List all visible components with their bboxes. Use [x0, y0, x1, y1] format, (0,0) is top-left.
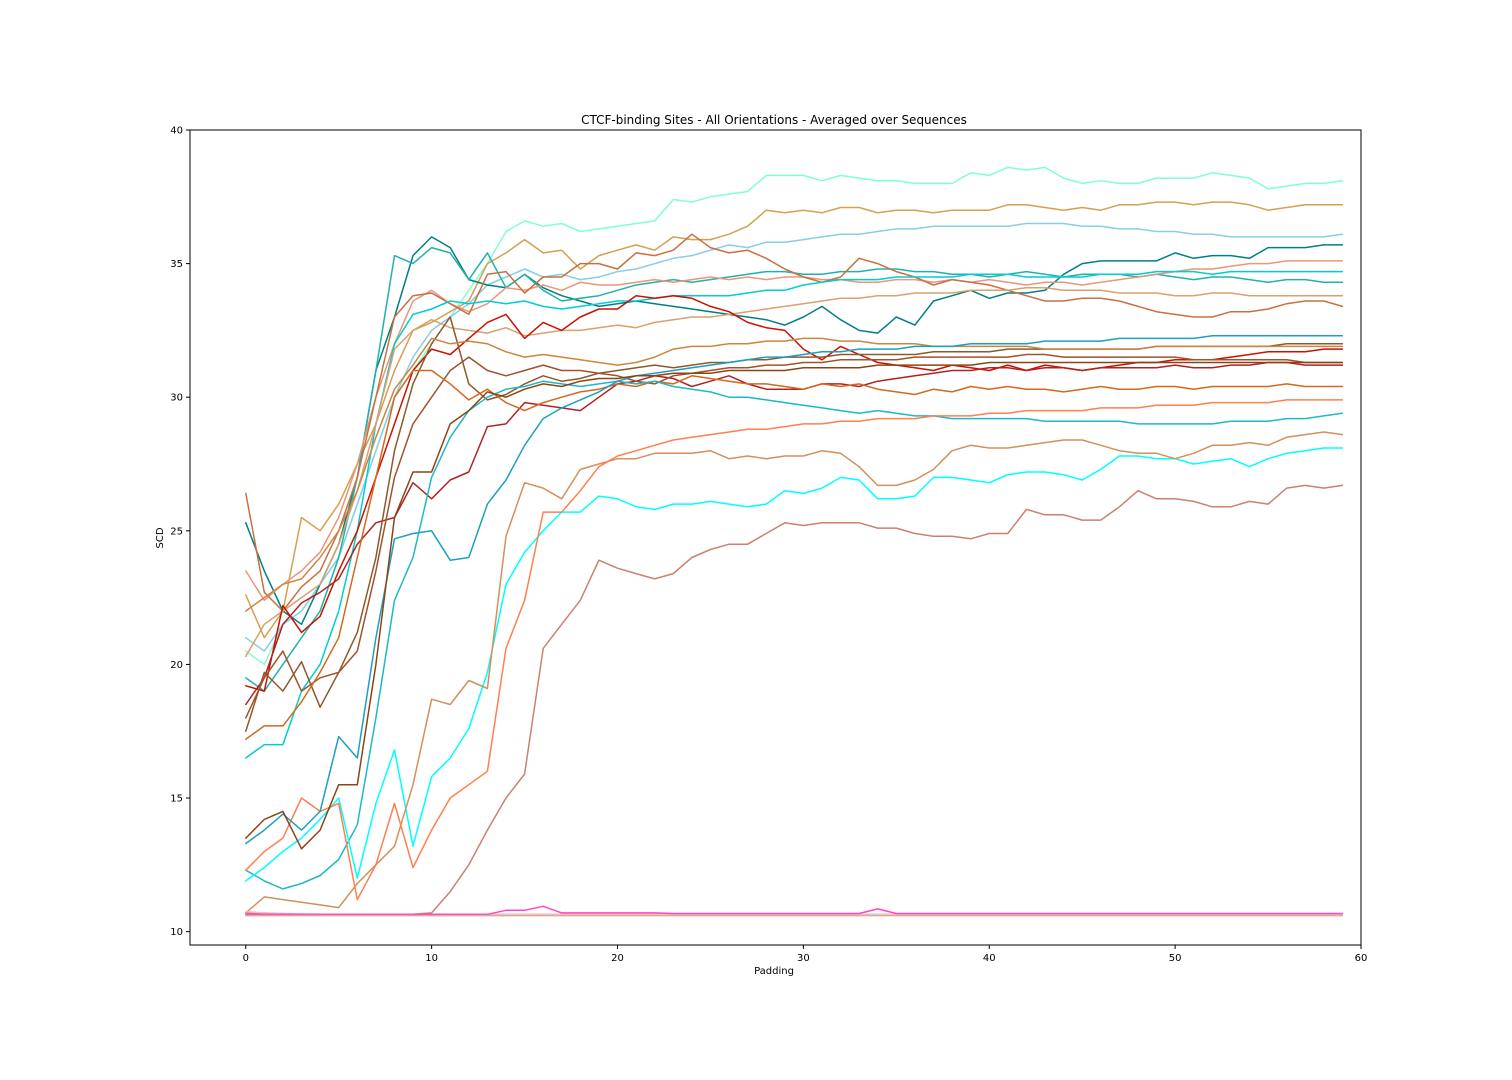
y-tick-label: 20: [170, 660, 183, 671]
x-tick-label: 20: [611, 953, 624, 964]
x-tick-label: 50: [1169, 953, 1182, 964]
x-axis-label: Padding: [754, 966, 794, 977]
y-axis-label: SCD: [155, 527, 166, 548]
series-line-10: [245, 294, 1344, 692]
chart-title: CTCF-binding Sites - All Orientations - …: [581, 113, 967, 127]
series-line-13: [245, 353, 1344, 719]
series-line-1: [245, 166, 1344, 666]
series-line-2: [245, 201, 1344, 639]
x-tick-label: 10: [425, 953, 438, 964]
x-tick-label: 40: [983, 953, 996, 964]
series-line-17: [245, 447, 1344, 882]
y-tick-label: 35: [170, 259, 183, 270]
series-line-3: [245, 222, 1344, 652]
series-line-21: [245, 335, 1344, 845]
series-line-15: [245, 337, 1344, 612]
series-line-8: [245, 270, 1344, 759]
series-line-18: [245, 484, 1344, 916]
y-tick-label: 40: [170, 126, 183, 137]
y-axis: 10 15 20 25 30 35 40: [170, 126, 190, 938]
series-line-22: [245, 361, 1344, 850]
series-line-9: [245, 286, 1344, 658]
x-tick-label: 60: [1355, 953, 1368, 964]
series-line-19: [245, 431, 1344, 914]
x-tick-label: 0: [243, 953, 249, 964]
series-line-4: [245, 236, 1344, 626]
x-axis: 0 10 20 30 40 50 60: [243, 945, 1368, 964]
series-line-14: [245, 369, 1344, 740]
series-line-24: [245, 905, 1344, 916]
series-line-7: [245, 233, 1344, 612]
series-line-16: [245, 380, 1344, 890]
series-line-11: [245, 361, 1344, 706]
plot-lines: [245, 166, 1344, 917]
series-line-20: [245, 399, 1344, 901]
series-line-6: [245, 260, 1344, 602]
y-tick-label: 25: [170, 526, 183, 537]
y-tick-label: 15: [170, 794, 183, 805]
y-tick-label: 10: [170, 927, 183, 938]
x-tick-label: 30: [797, 953, 810, 964]
y-tick-label: 30: [170, 393, 183, 404]
plot-frame: [189, 129, 1362, 946]
